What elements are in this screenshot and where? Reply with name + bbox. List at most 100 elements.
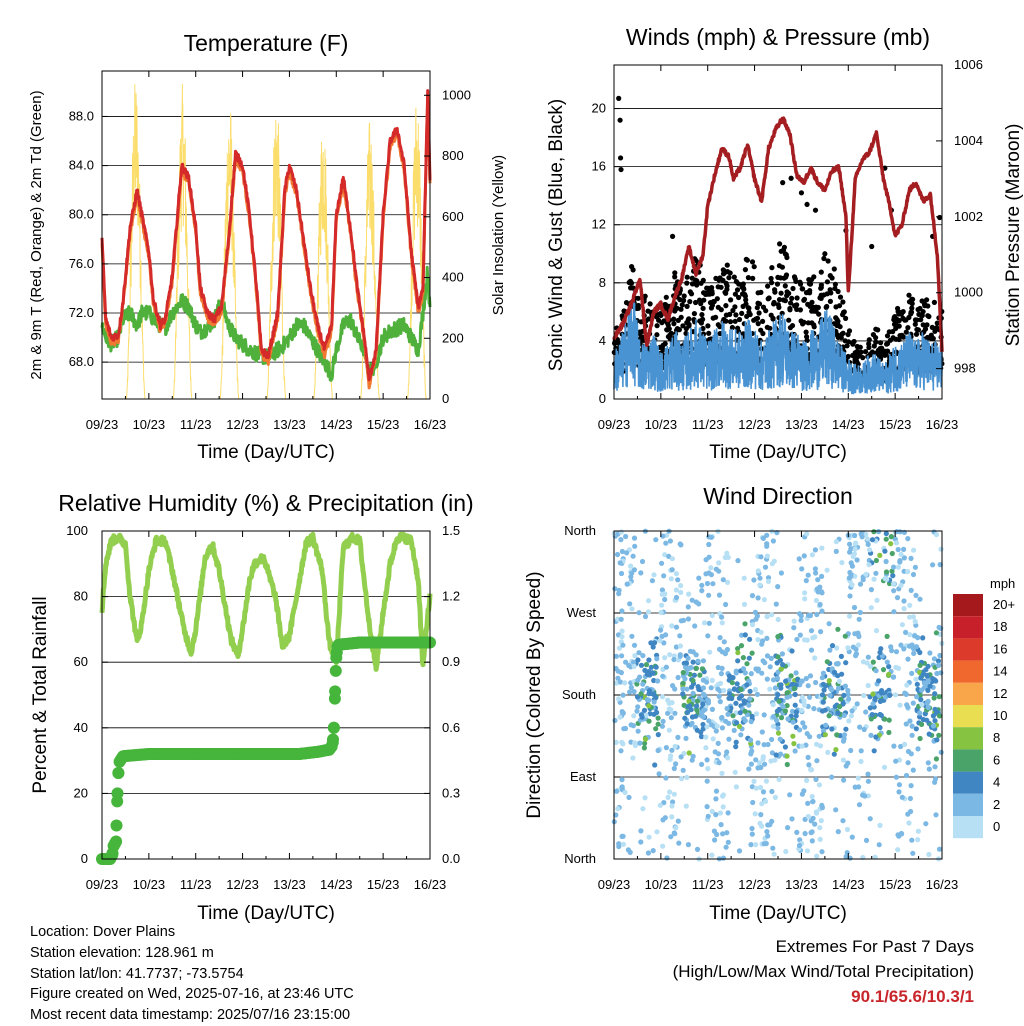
direction-point bbox=[782, 744, 789, 750]
gust-point bbox=[787, 305, 793, 312]
direction-point bbox=[865, 654, 871, 660]
direction-point bbox=[835, 685, 842, 692]
gust-point bbox=[726, 275, 732, 281]
gust-point bbox=[922, 326, 929, 332]
rainfall-y2tick-label: 0.0 bbox=[442, 851, 460, 866]
direction-point bbox=[699, 666, 706, 672]
direction-point bbox=[841, 736, 847, 742]
direction-point bbox=[723, 601, 729, 608]
direction-point bbox=[750, 622, 756, 628]
direction-point bbox=[905, 656, 911, 662]
direction-point bbox=[685, 704, 691, 710]
direction-point bbox=[690, 753, 696, 760]
direction-point bbox=[810, 815, 816, 821]
direction-point bbox=[758, 812, 764, 818]
direction-point bbox=[684, 721, 690, 727]
rainfall-y2tick-label: 1.5 bbox=[442, 523, 460, 538]
direction-point bbox=[706, 620, 712, 626]
direction-ylabel: Direction (Colored By Speed) bbox=[524, 571, 545, 818]
gust-point bbox=[711, 298, 717, 305]
direction-point bbox=[706, 592, 712, 598]
gust-point bbox=[896, 323, 902, 329]
direction-point bbox=[613, 665, 619, 672]
direction-point bbox=[932, 718, 938, 724]
legend-swatch bbox=[953, 638, 983, 661]
gust-point bbox=[701, 297, 707, 303]
direction-point bbox=[668, 834, 674, 840]
direction-point bbox=[632, 543, 638, 549]
gust-point bbox=[900, 309, 906, 315]
direction-point bbox=[725, 810, 731, 816]
direction-point bbox=[678, 754, 684, 760]
direction-point bbox=[881, 764, 888, 770]
gust-point bbox=[630, 267, 636, 273]
direction-point bbox=[746, 655, 752, 661]
temperature-ytick-label: 88.0 bbox=[69, 108, 94, 123]
gust-point bbox=[788, 300, 794, 306]
direction-point bbox=[866, 562, 872, 568]
direction-point bbox=[809, 829, 815, 835]
direction-point bbox=[615, 675, 621, 681]
direction-point bbox=[861, 692, 867, 699]
direction-point bbox=[853, 653, 859, 659]
direction-point bbox=[742, 708, 748, 714]
direction-point bbox=[634, 694, 641, 700]
direction-point bbox=[719, 614, 725, 620]
gust-point bbox=[801, 297, 807, 303]
direction-point bbox=[759, 823, 765, 829]
direction-point bbox=[898, 743, 904, 750]
solar-y2tick-label: 200 bbox=[442, 330, 464, 345]
direction-point bbox=[643, 662, 650, 668]
legend-label: 0 bbox=[993, 819, 1000, 834]
direction-point bbox=[622, 789, 628, 796]
direction-point bbox=[768, 655, 774, 662]
direction-point bbox=[788, 673, 794, 679]
direction-point bbox=[640, 806, 646, 812]
legend-label: 14 bbox=[993, 664, 1007, 679]
legend-swatch bbox=[953, 594, 983, 617]
direction-point bbox=[725, 839, 731, 845]
gust-peak-point bbox=[617, 117, 623, 123]
direction-point bbox=[761, 597, 768, 603]
direction-point bbox=[719, 649, 725, 655]
humidity-xtick-label: 13/23 bbox=[273, 877, 306, 892]
direction-point bbox=[905, 536, 911, 542]
direction-point bbox=[810, 799, 816, 805]
direction-point bbox=[723, 844, 729, 850]
direction-point bbox=[785, 716, 791, 722]
direction-point bbox=[618, 529, 624, 535]
direction-point bbox=[738, 732, 744, 738]
direction-point bbox=[718, 671, 725, 677]
direction-point bbox=[801, 553, 807, 559]
direction-point bbox=[640, 681, 646, 687]
direction-point bbox=[628, 563, 634, 569]
direction-point bbox=[831, 669, 838, 676]
direction-point bbox=[717, 635, 723, 641]
direction-point bbox=[895, 847, 901, 853]
direction-point bbox=[803, 675, 809, 682]
legend-label: 18 bbox=[993, 619, 1007, 634]
gust-point bbox=[906, 292, 912, 298]
direction-point bbox=[694, 698, 701, 704]
direction-point bbox=[660, 673, 666, 679]
gust-point bbox=[637, 331, 643, 337]
gust-point bbox=[724, 283, 730, 289]
direction-point bbox=[761, 712, 767, 718]
gust-point bbox=[764, 324, 770, 330]
direction-point bbox=[669, 747, 675, 753]
direction-point bbox=[753, 842, 759, 848]
direction-point bbox=[926, 731, 932, 737]
direction-point bbox=[689, 720, 695, 726]
direction-point bbox=[847, 593, 853, 599]
direction-point bbox=[763, 778, 770, 784]
direction-point bbox=[817, 825, 823, 831]
direction-point bbox=[835, 673, 841, 679]
winds-xtick-label: 09/23 bbox=[598, 417, 631, 432]
direction-point bbox=[638, 828, 644, 834]
direction-point bbox=[803, 742, 809, 748]
direction-point bbox=[821, 687, 827, 693]
direction-point bbox=[896, 789, 902, 795]
direction-point bbox=[871, 576, 877, 582]
gust-point bbox=[805, 301, 811, 307]
legend-swatch bbox=[953, 705, 983, 728]
